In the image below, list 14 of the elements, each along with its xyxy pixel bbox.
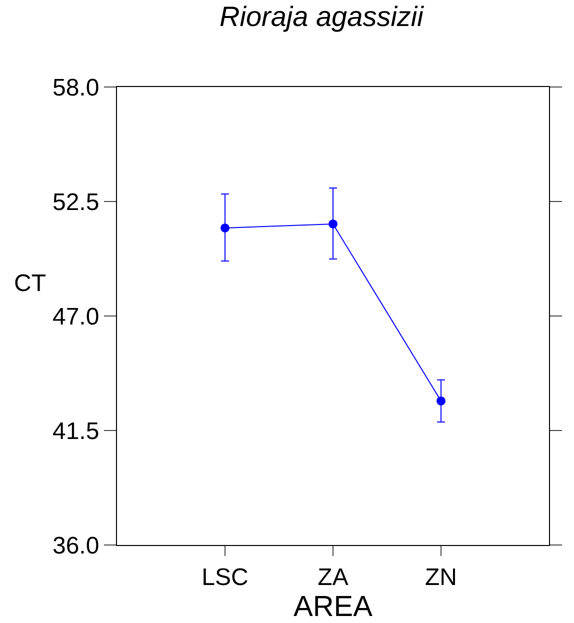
y-tick-label: 36.0 bbox=[52, 532, 100, 560]
point bbox=[328, 219, 338, 228]
chart-title: Rioraja agassizii bbox=[220, 0, 424, 32]
x-tick-label: LSC bbox=[202, 564, 248, 591]
x-tick-label: ZA bbox=[318, 564, 348, 591]
y-tick-label: 58.0 bbox=[52, 74, 100, 102]
x-tick-label: ZN bbox=[425, 564, 457, 591]
y-tick-label: 52.5 bbox=[52, 188, 100, 216]
y-tick-label: 47.0 bbox=[52, 303, 100, 330]
x-axis-title: AREA bbox=[294, 590, 374, 623]
point bbox=[436, 396, 446, 406]
y-axis-title: CT bbox=[14, 270, 46, 297]
y-tick-label: 41.5 bbox=[52, 418, 100, 445]
point bbox=[220, 223, 230, 232]
